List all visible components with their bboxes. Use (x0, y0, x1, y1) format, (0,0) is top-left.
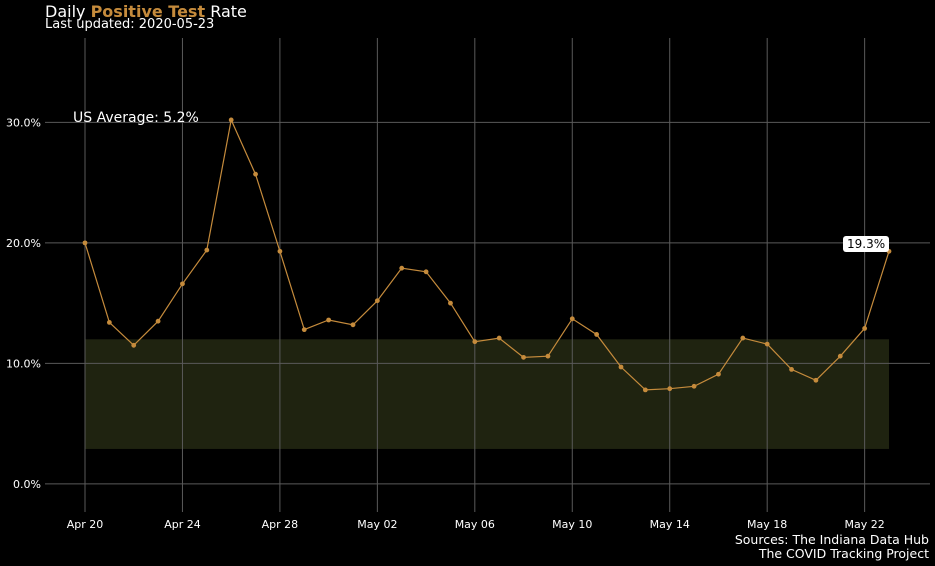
x-tick-label: May 06 (455, 518, 495, 531)
y-tick-label: 20.0% (6, 237, 41, 250)
x-tick-label: May 10 (552, 518, 592, 531)
data-point (399, 265, 405, 271)
data-point (521, 354, 526, 360)
x-tick-label: May 02 (357, 518, 397, 531)
last-value-label: 19.3% (843, 236, 890, 252)
caption-line-1: Sources: The Indiana Data Hub (734, 532, 929, 547)
data-point (155, 318, 161, 324)
y-tick-label: 0.0% (13, 478, 41, 491)
data-point (716, 371, 721, 377)
x-tick-label: May 22 (845, 518, 885, 531)
data-point (82, 240, 88, 246)
title-highlight: Positive Test (90, 2, 206, 21)
title-suffix: Rate (205, 2, 247, 21)
data-point (131, 342, 137, 348)
data-point (277, 248, 283, 254)
line-layer (84, 117, 890, 391)
data-point (374, 298, 380, 304)
data-point (642, 387, 648, 393)
data-point (326, 317, 332, 323)
data-point (180, 281, 185, 287)
data-point (618, 364, 624, 370)
data-point (106, 320, 112, 325)
data-point (813, 377, 819, 383)
data-point (764, 341, 770, 347)
data-point (667, 386, 673, 392)
data-point (691, 383, 697, 389)
title-prefix: Daily (45, 2, 91, 21)
data-point (789, 367, 794, 372)
us-average-annotation: US Average: 5.2% (73, 110, 199, 126)
data-point (594, 332, 600, 337)
source-caption: Sources: The Indiana Data Hub The COVID … (735, 533, 929, 561)
data-point (569, 316, 575, 322)
data-point (253, 171, 258, 177)
series-line (84, 117, 890, 391)
grid-layer (45, 38, 930, 512)
caption-line-2: The COVID Tracking Project (758, 546, 929, 561)
y-tick-label: 30.0% (6, 116, 41, 129)
data-point (862, 326, 868, 331)
x-tick-label: Apr 28 (262, 518, 299, 531)
data-point (350, 322, 356, 328)
x-tick-label: May 14 (650, 518, 690, 531)
data-point (423, 269, 429, 275)
chart-title: Daily Positive Test Rate (45, 2, 247, 22)
normal-range-band (85, 339, 889, 449)
data-point (228, 117, 234, 123)
y-tick-label: 10.0% (6, 357, 41, 370)
points-layer (82, 117, 892, 393)
data-point (496, 335, 502, 341)
x-tick-labels: Apr 20 Apr 24 Apr 28 May 02 May 06 May 10 May … (67, 518, 885, 531)
data-point (204, 247, 210, 253)
data-point (837, 353, 843, 359)
data-point (472, 339, 478, 345)
x-tick-label: Apr 24 (164, 518, 201, 531)
data-point (740, 335, 746, 341)
chart-subtitle: Last updated: 2020-05-23 (45, 17, 215, 32)
band-layer (85, 339, 889, 449)
data-point (301, 327, 307, 333)
data-point (448, 300, 453, 306)
x-tick-label: May 18 (747, 518, 787, 531)
x-tick-label: Apr 20 (67, 518, 104, 531)
y-tick-labels: 0.0% 10.0% 20.0% 30.0% (6, 116, 41, 491)
data-point (545, 353, 551, 359)
